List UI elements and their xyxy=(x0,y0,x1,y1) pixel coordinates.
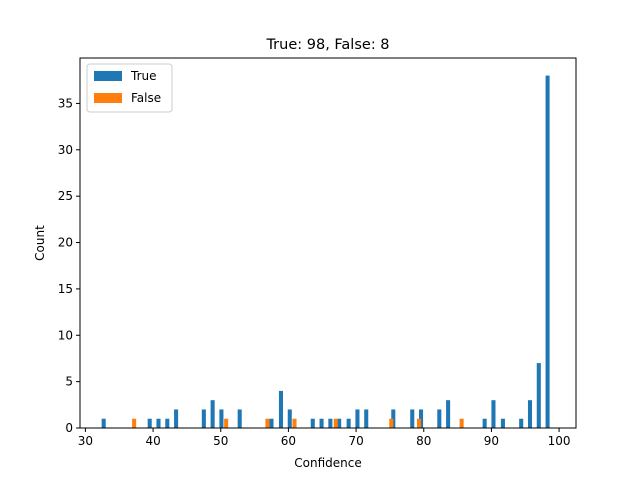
bar-true xyxy=(482,418,487,428)
bar-true xyxy=(519,418,524,428)
x-tick-label: 80 xyxy=(416,434,431,448)
bar-true xyxy=(174,409,179,428)
y-tick-label: 0 xyxy=(65,421,73,435)
x-tick-label: 30 xyxy=(78,434,93,448)
y-tick-label: 15 xyxy=(58,282,73,296)
legend: True False xyxy=(86,63,173,113)
legend-label-false: False xyxy=(131,91,161,105)
plot-area-frame xyxy=(79,57,577,429)
bar-true xyxy=(337,418,342,428)
x-tick-label: 90 xyxy=(484,434,499,448)
bar-true xyxy=(536,363,541,428)
bar-true xyxy=(410,409,415,428)
bar-true xyxy=(527,400,533,428)
bar-true xyxy=(328,418,333,428)
bar-true xyxy=(346,418,351,428)
bar-false xyxy=(132,418,137,428)
bar-true xyxy=(500,418,505,428)
bar-false xyxy=(416,418,422,428)
bar-true xyxy=(156,418,161,428)
y-tick-label: 5 xyxy=(65,375,73,389)
x-tick-label: 40 xyxy=(145,434,160,448)
bar-true xyxy=(545,75,550,429)
y-tick-label: 25 xyxy=(58,189,73,203)
bar-false xyxy=(224,418,229,428)
bar-true xyxy=(355,409,360,428)
bar-true xyxy=(101,418,106,428)
bar-false xyxy=(333,418,338,428)
y-tick-label: 10 xyxy=(58,328,73,342)
bar-true xyxy=(310,418,315,428)
bar-true xyxy=(437,409,442,428)
legend-swatch-true xyxy=(94,71,122,81)
bar-true xyxy=(419,409,424,428)
bar-true xyxy=(391,409,396,428)
bar-true xyxy=(287,409,292,428)
y-tick-label: 30 xyxy=(58,143,73,157)
chart-title: True: 98, False: 8 xyxy=(265,37,389,53)
bar-false xyxy=(292,418,297,428)
bar-true xyxy=(491,400,496,428)
x-axis-ticks: 30 40 50 60 70 80 90 100 xyxy=(78,428,571,448)
bar-false xyxy=(389,418,394,428)
bar-true xyxy=(269,418,274,428)
legend-swatch-false xyxy=(94,93,122,103)
x-tick-label: 50 xyxy=(213,434,228,448)
y-tick-label: 20 xyxy=(58,236,73,250)
x-tick-label: 60 xyxy=(281,434,296,448)
bar-false xyxy=(459,418,464,428)
x-tick-label: 100 xyxy=(548,434,571,448)
bar-true xyxy=(219,409,224,428)
x-axis-label: Confidence xyxy=(294,456,361,470)
bar-true xyxy=(278,390,283,428)
bar-false xyxy=(265,418,270,428)
bar-true xyxy=(319,418,324,428)
bar-true xyxy=(201,409,206,428)
bar-true xyxy=(147,418,152,428)
bars-layer xyxy=(101,75,550,429)
y-tick-label: 35 xyxy=(58,96,73,110)
bar-true xyxy=(364,409,369,428)
bar-true xyxy=(210,400,215,428)
x-tick-label: 70 xyxy=(348,434,363,448)
y-axis-label: Count xyxy=(33,225,47,261)
bar-true xyxy=(446,400,451,428)
bar-true xyxy=(237,409,242,428)
y-axis-ticks: 0 5 10 15 20 25 30 35 xyxy=(58,96,80,435)
bar-true xyxy=(165,418,170,428)
legend-label-true: True xyxy=(130,69,157,83)
